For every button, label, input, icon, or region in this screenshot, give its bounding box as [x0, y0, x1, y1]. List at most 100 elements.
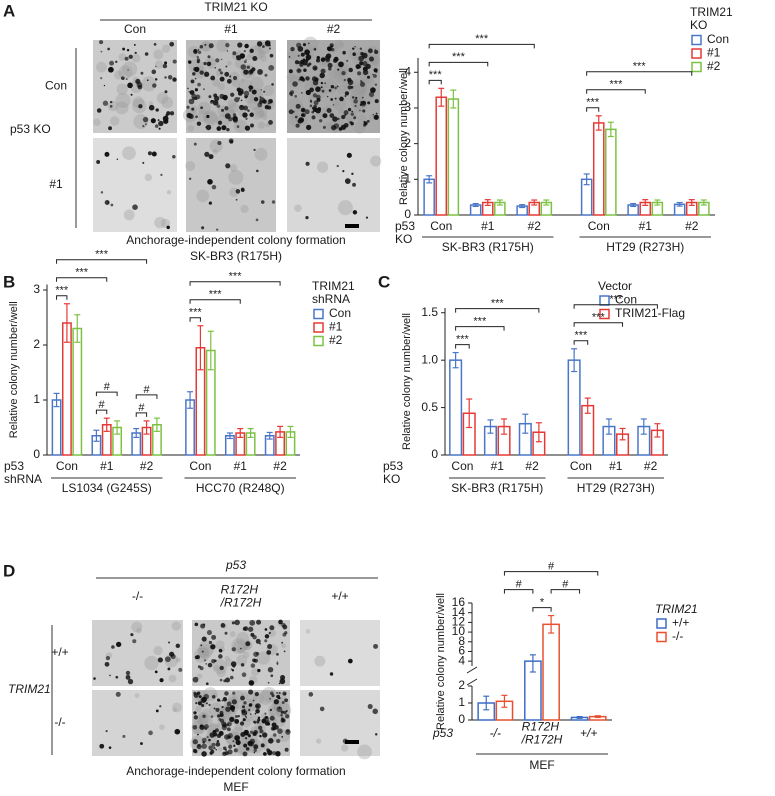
- bar: [447, 98, 460, 216]
- colony: [367, 703, 373, 710]
- colony: [350, 122, 354, 126]
- colony-halo: [227, 60, 232, 66]
- colony-halo: [156, 92, 169, 104]
- error-bar: [266, 431, 273, 440]
- colony: [316, 56, 320, 60]
- colony: [253, 729, 258, 735]
- colony: [236, 87, 242, 92]
- colony: [264, 105, 270, 110]
- significance-label: #: [144, 384, 151, 396]
- error-bar: [654, 423, 661, 438]
- significance-bracket: [455, 308, 540, 313]
- colony: [201, 751, 207, 757]
- colony: [272, 733, 277, 737]
- text-line: #1: [481, 219, 495, 233]
- colony: [222, 723, 227, 728]
- text-line: p53: [383, 459, 406, 473]
- colony-halo: [200, 40, 212, 52]
- colony: [222, 697, 228, 702]
- colony-halo: [212, 659, 228, 674]
- colony: [256, 619, 262, 625]
- x-tick-label: #1: [481, 219, 495, 233]
- colony-halo: [161, 96, 174, 109]
- colony: [196, 691, 201, 696]
- colony: [260, 200, 265, 204]
- colony: [241, 709, 246, 714]
- colony: [157, 657, 163, 663]
- colony: [266, 748, 270, 753]
- colony: [361, 63, 363, 65]
- colony: [199, 724, 203, 728]
- colony-halo: [218, 747, 223, 752]
- y-axis-label: Relative colony number/well: [435, 593, 447, 730]
- colony: [170, 653, 176, 660]
- colony: [322, 125, 326, 129]
- colony: [246, 65, 250, 69]
- colony: [134, 51, 137, 55]
- text-line: #1: [609, 459, 623, 473]
- colony: [249, 713, 252, 715]
- colony: [224, 631, 228, 635]
- colony: [284, 747, 289, 752]
- colony: [202, 741, 205, 744]
- colony-halo: [171, 621, 182, 631]
- text-line: Con: [570, 459, 592, 473]
- colony: [164, 90, 168, 94]
- colony: [111, 645, 115, 649]
- x-tick-label: #1: [639, 219, 653, 233]
- significance-label: ***: [586, 97, 600, 109]
- error-bar: [595, 115, 602, 131]
- significance-bracket: [189, 281, 281, 286]
- colony: [375, 112, 378, 115]
- colony-halo: [337, 200, 353, 216]
- colony-halo: [227, 99, 237, 108]
- error-bar: [207, 330, 214, 371]
- colony: [232, 51, 237, 56]
- colony: [354, 104, 357, 108]
- colony: [254, 712, 257, 715]
- colony: [281, 641, 284, 644]
- text-line: shRNA: [312, 292, 350, 306]
- image-header: TRIM21 KO: [204, 0, 267, 14]
- colony-halo: [236, 654, 248, 666]
- colony: [270, 674, 274, 678]
- colony-image: [182, 39, 276, 133]
- colony: [236, 125, 240, 129]
- colony: [257, 102, 263, 108]
- colony-halo: [193, 729, 199, 735]
- colony-halo: [114, 70, 124, 80]
- colony: [310, 100, 313, 103]
- colony: [252, 56, 258, 61]
- colony: [206, 61, 212, 67]
- error-bar: [197, 325, 204, 371]
- colony-halo: [228, 169, 244, 185]
- legend-swatch: [656, 631, 667, 643]
- colony: [233, 748, 238, 753]
- colony: [236, 55, 242, 61]
- colony: [262, 99, 267, 104]
- colony: [165, 113, 169, 117]
- colony: [225, 65, 228, 68]
- colony: [197, 82, 201, 87]
- colony: [253, 744, 259, 750]
- colony: [283, 650, 286, 653]
- colony: [197, 49, 200, 51]
- colony: [130, 93, 133, 96]
- significance-label: ***: [475, 33, 489, 45]
- colony: [125, 78, 128, 80]
- colony: [172, 77, 177, 82]
- colony: [264, 634, 270, 639]
- colony: [93, 677, 96, 680]
- colony: [150, 118, 156, 124]
- bar: [51, 399, 62, 456]
- colony-halo: [176, 657, 181, 663]
- colony: [199, 70, 204, 75]
- colony: [294, 115, 298, 119]
- colony: [211, 658, 216, 664]
- colony: [240, 188, 245, 192]
- colony: [336, 85, 339, 88]
- colony: [140, 71, 144, 75]
- colony: [218, 68, 222, 72]
- colony: [224, 691, 229, 696]
- colony: [234, 735, 240, 741]
